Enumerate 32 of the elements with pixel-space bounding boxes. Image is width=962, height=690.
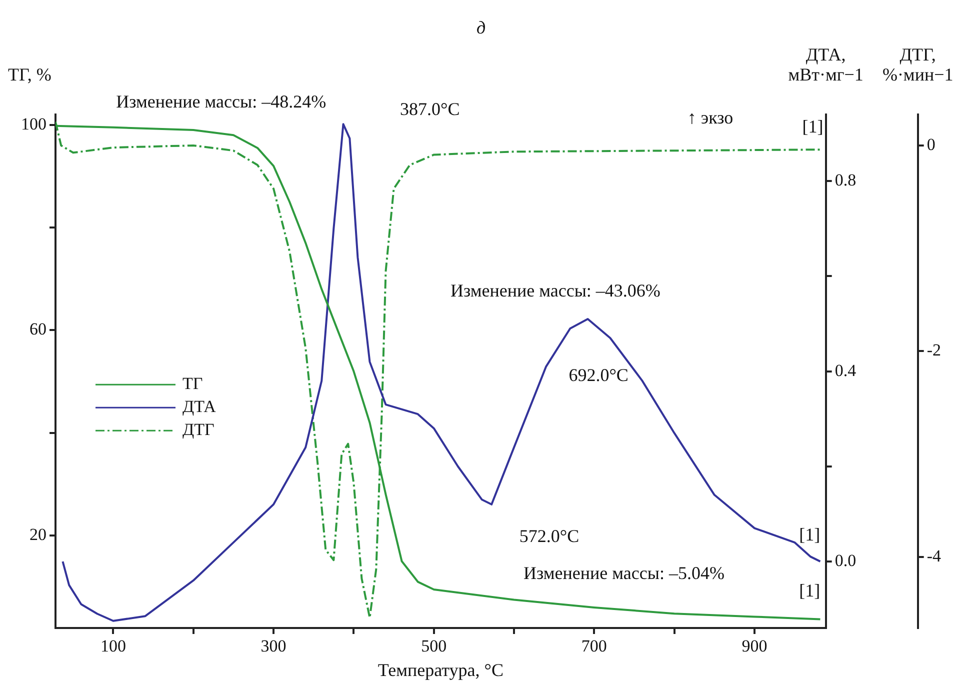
- chart-title: д: [476, 18, 486, 38]
- annotation: [1]: [802, 116, 824, 137]
- annotation: 692.0°C: [568, 365, 628, 386]
- annotation: [1]: [799, 524, 820, 544]
- legend-label: ДТА: [182, 397, 217, 416]
- legend-label: ТГ: [182, 374, 203, 394]
- y-tick-label: 20: [30, 525, 46, 544]
- annotation: 572.0°C: [519, 526, 580, 546]
- y3-tick-label: -2: [926, 340, 942, 360]
- y2-tick-label: 0.4: [834, 360, 857, 380]
- text: Изменение массы: –48.24%: [116, 92, 326, 112]
- y2-tick-label: 0.0: [834, 550, 856, 570]
- annotation: [1]: [799, 580, 820, 600]
- y3-axis-title: ДТГ, %·мин−1: [882, 44, 954, 84]
- annotation: ↑ экзо: [687, 107, 734, 128]
- y-axis-title: ТГ, %: [8, 64, 52, 84]
- x-tick-label: 700: [581, 636, 607, 656]
- legend-label: ДТГ: [182, 420, 214, 440]
- x-tick-label: 500: [421, 636, 447, 656]
- y-tick-label: 100: [21, 114, 46, 134]
- x-tick-label: 100: [100, 636, 126, 656]
- x-axis-title: Температура, °С: [378, 660, 504, 680]
- y3-tick-label: -4: [926, 546, 942, 566]
- annotation: 387.0°C: [400, 99, 460, 120]
- annotation: Изменение массы: –43.06%: [450, 280, 660, 300]
- x-tick-label: 900: [742, 636, 768, 656]
- y-tick-label: 60: [30, 320, 46, 339]
- x-tick-label: 300: [260, 636, 286, 656]
- annotation: Изменение массы: –5.04%: [524, 562, 724, 583]
- y3-tick-label: 0: [926, 134, 936, 154]
- y2-tick-label: 0.8: [834, 170, 856, 190]
- y2-axis-title: ДТА, мВт·мг−1: [788, 44, 864, 84]
